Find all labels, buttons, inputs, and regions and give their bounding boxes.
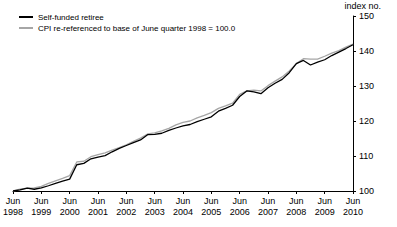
svg-text:Jun: Jun [34,196,49,206]
svg-text:2010: 2010 [343,207,363,217]
svg-text:1999: 1999 [31,207,51,217]
svg-text:CPI re-referenced to base of J: CPI re-referenced to base of June quarte… [38,24,236,33]
svg-text:Jun: Jun [261,196,276,206]
svg-text:index no.: index no. [344,1,381,11]
svg-text:130: 130 [359,81,374,91]
svg-text:2006: 2006 [230,207,250,217]
svg-text:2005: 2005 [201,207,221,217]
svg-text:Jun: Jun [232,196,247,206]
svg-text:2009: 2009 [315,207,335,217]
svg-text:1998: 1998 [3,207,23,217]
svg-text:110: 110 [359,151,373,161]
svg-text:Jun: Jun [147,196,162,206]
svg-text:Jun: Jun [204,196,219,206]
svg-text:150: 150 [359,11,374,21]
svg-text:Jun: Jun [6,196,21,206]
svg-text:2004: 2004 [173,207,193,217]
svg-text:2008: 2008 [286,207,306,217]
svg-text:120: 120 [359,116,374,126]
svg-text:Jun: Jun [289,196,304,206]
svg-text:Jun: Jun [346,196,361,206]
svg-text:Jun: Jun [119,196,134,206]
svg-text:Jun: Jun [176,196,191,206]
svg-text:Self-funded retiree: Self-funded retiree [38,13,104,22]
svg-text:100: 100 [359,186,374,196]
svg-text:2007: 2007 [258,207,278,217]
svg-text:140: 140 [359,46,374,56]
svg-text:Jun: Jun [317,196,332,206]
svg-text:2000: 2000 [60,207,80,217]
svg-text:Jun: Jun [62,196,77,206]
svg-text:Jun: Jun [91,196,106,206]
svg-text:2003: 2003 [145,207,165,217]
svg-text:2001: 2001 [88,207,108,217]
svg-text:2002: 2002 [116,207,136,217]
